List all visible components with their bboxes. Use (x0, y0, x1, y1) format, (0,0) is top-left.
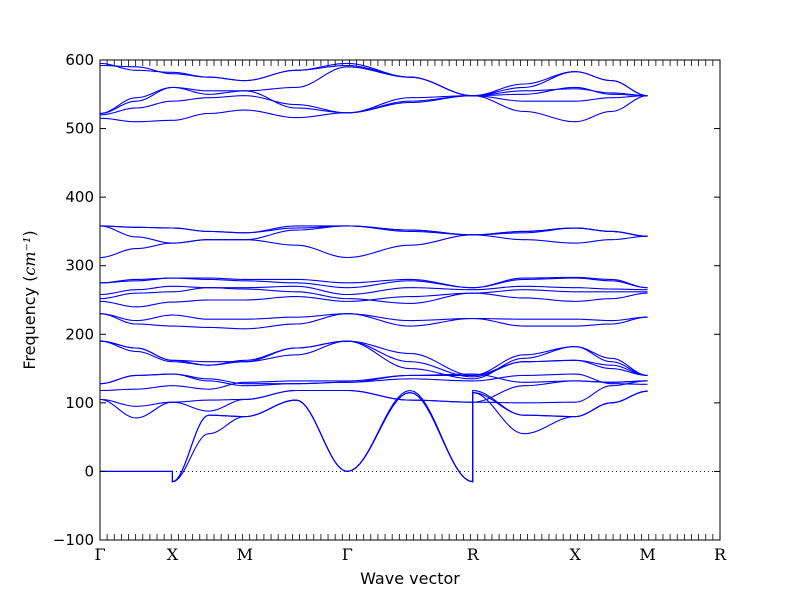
k-point-label-7: M (639, 545, 655, 564)
k-point-label-4: Γ (342, 545, 353, 564)
y-tick-label: 300 (65, 257, 94, 275)
x-axis-label: Wave vector (360, 569, 460, 588)
band-lines (99, 62, 720, 483)
band-line-22 (99, 225, 648, 237)
axis-ticks: −100 0 100 200 300 400 500 600 Γ X M Γ R X M R (53, 51, 727, 564)
y-axis-label-text: Frequency (20, 287, 39, 370)
band-line-28 (99, 62, 648, 97)
band-line-3 (100, 389, 648, 483)
k-point-label-8: R (714, 545, 727, 564)
axes-frame (99, 59, 721, 541)
band-line-11 (99, 340, 648, 380)
band-line-15 (99, 287, 648, 304)
y-tick-label: 500 (65, 120, 94, 138)
k-point-label-5: R (467, 545, 480, 564)
y-tick-label: −100 (53, 531, 94, 549)
band-line-27 (99, 64, 648, 97)
band-line-14 (99, 292, 648, 308)
y-axis-label-unit-close: ) (20, 230, 39, 236)
y-tick-label: 400 (65, 188, 94, 206)
y-tick-label: 100 (65, 394, 94, 412)
k-point-label-1: Γ (94, 545, 105, 564)
band-line-6 (99, 373, 648, 392)
k-point-label-6: X (569, 545, 581, 564)
k-point-label-2: X (167, 545, 179, 564)
y-tick-label: 200 (65, 325, 94, 343)
band-line-13 (99, 313, 648, 322)
y-axis-label-unit-open: ( (20, 276, 39, 282)
y-axis-label-unit: cm⁻¹ (20, 237, 39, 276)
k-point-label-3: M (237, 545, 253, 564)
band-line-16 (99, 285, 648, 296)
y-tick-label: 0 (84, 462, 94, 480)
plot-frame (99, 59, 721, 541)
y-axis-label: Frequency (cm⁻¹) (20, 230, 39, 369)
band-line-18 (99, 276, 648, 289)
y-tick-label: 600 (65, 51, 94, 69)
